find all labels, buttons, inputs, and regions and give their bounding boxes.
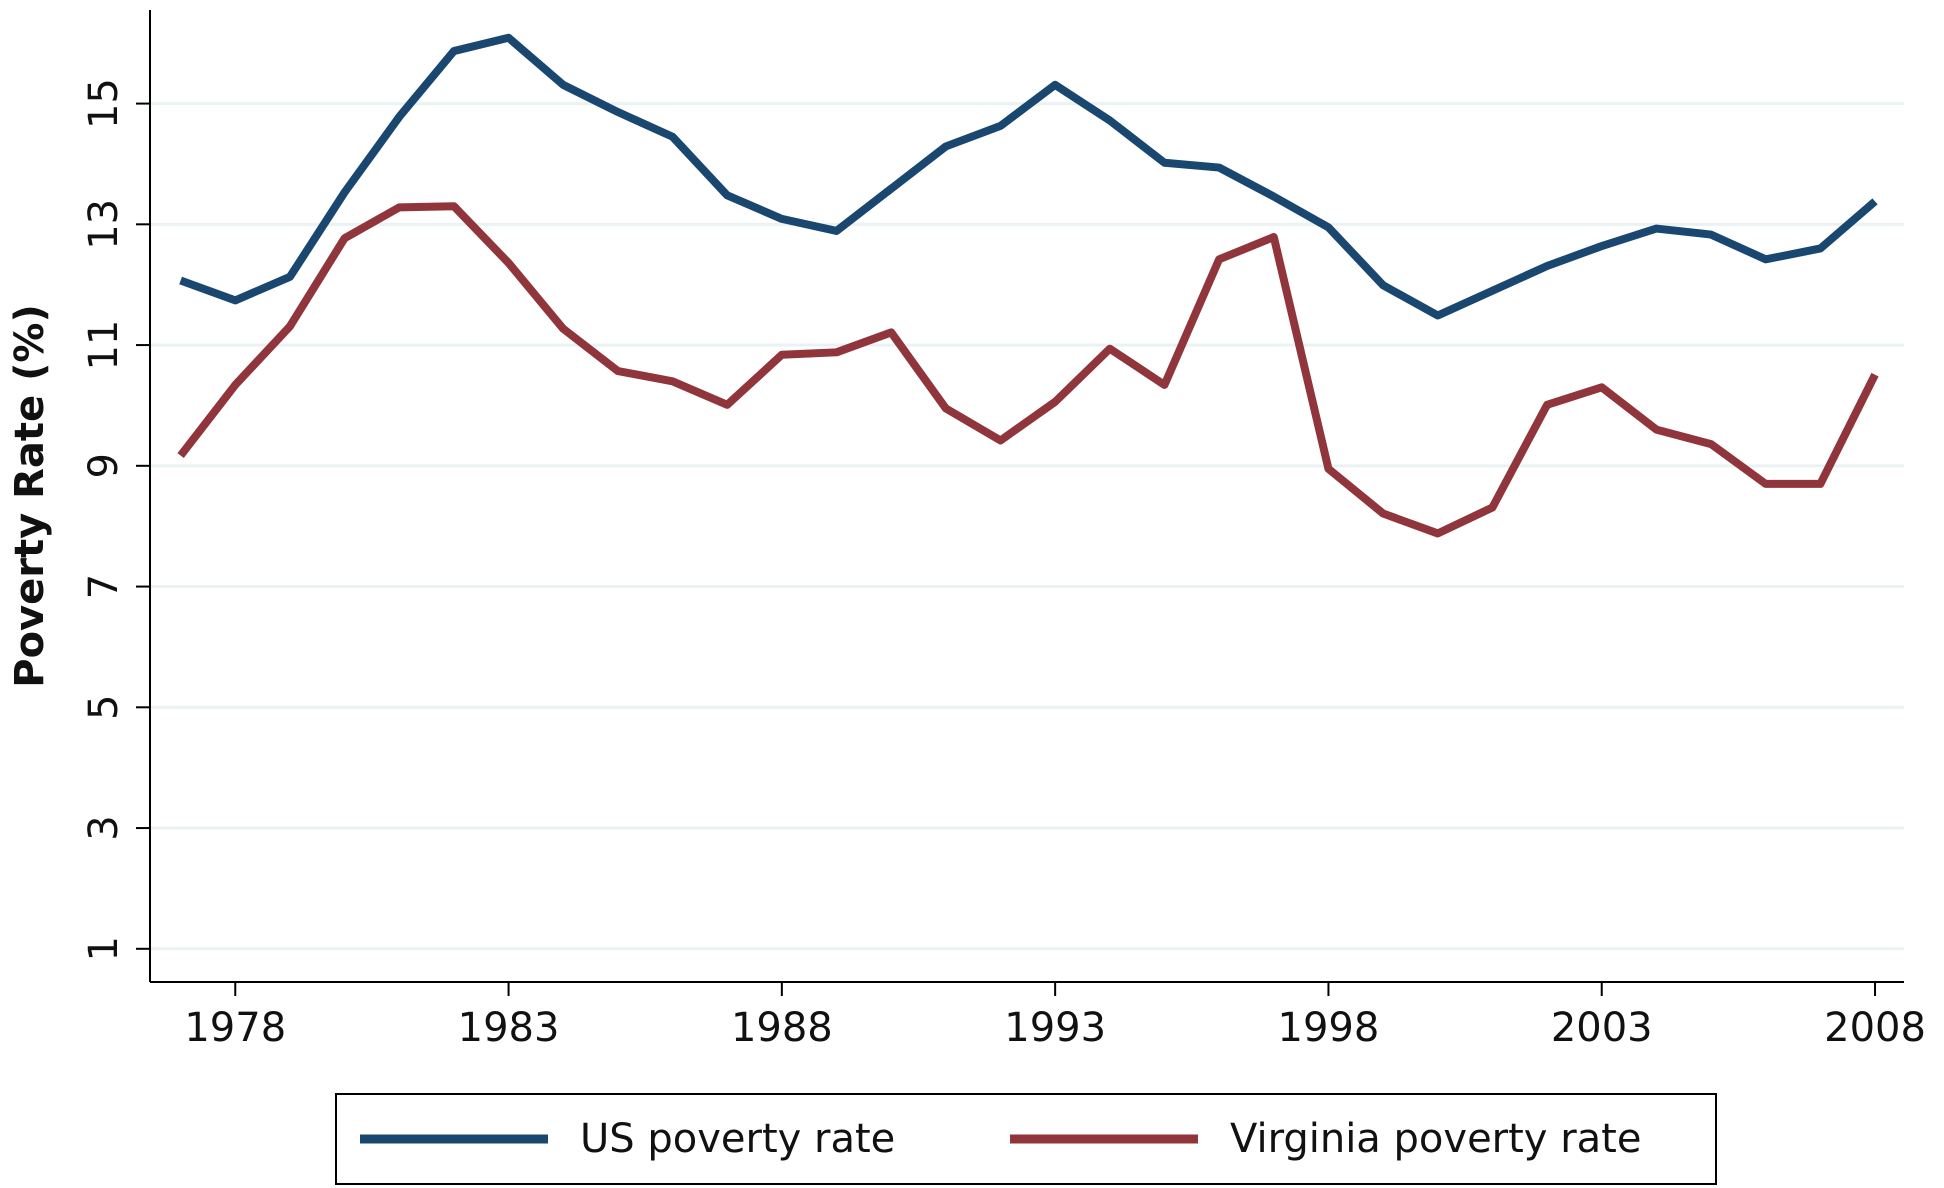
x-tick-label: 1993 bbox=[1004, 1005, 1106, 1051]
y-axis-title: Poverty Rate (%) bbox=[7, 304, 53, 687]
x-tick-label: 2008 bbox=[1824, 1005, 1926, 1051]
line-series bbox=[179, 33, 1878, 320]
legend-label: Virginia poverty rate bbox=[1230, 1116, 1641, 1162]
y-tick-label: 1 bbox=[81, 936, 127, 961]
x-tick-label: 2003 bbox=[1551, 1005, 1653, 1051]
y-tick-label: 3 bbox=[81, 815, 127, 840]
line-series bbox=[177, 202, 1879, 538]
legend-label: US poverty rate bbox=[580, 1116, 895, 1162]
y-tick-label: 11 bbox=[81, 320, 127, 371]
x-tick-label: 1978 bbox=[184, 1005, 286, 1051]
x-tick-label: 1988 bbox=[731, 1005, 833, 1051]
y-tick-label: 13 bbox=[81, 199, 127, 250]
x-tick-label: 1983 bbox=[458, 1005, 560, 1051]
y-tick-label: 15 bbox=[81, 78, 127, 129]
x-tick-label: 1998 bbox=[1278, 1005, 1380, 1051]
y-tick-label: 9 bbox=[81, 453, 127, 478]
y-tick-label: 5 bbox=[81, 695, 127, 720]
y-tick-label: 7 bbox=[81, 574, 127, 599]
